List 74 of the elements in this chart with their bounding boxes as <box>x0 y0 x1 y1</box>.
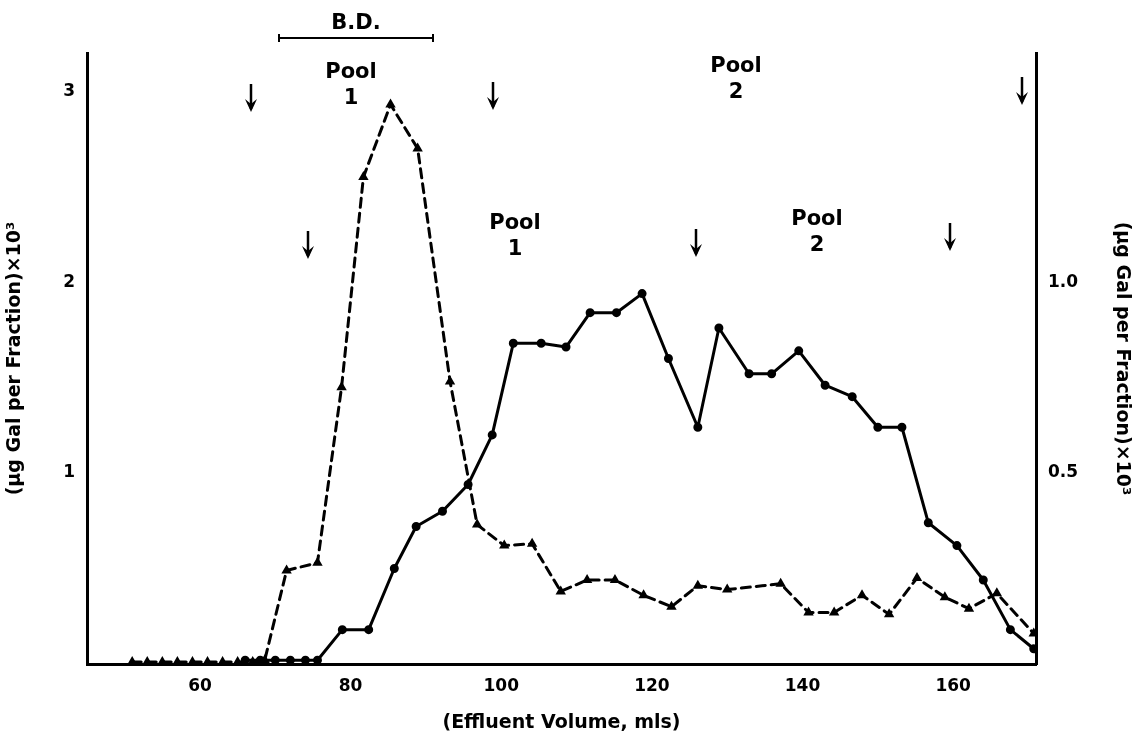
point <box>744 369 754 379</box>
annotation: Pool 2 <box>710 52 762 104</box>
x-tick-label: 120 <box>634 674 670 695</box>
point <box>912 573 922 582</box>
point <box>1005 625 1015 635</box>
point <box>313 558 322 566</box>
point <box>639 590 648 599</box>
point <box>940 592 949 601</box>
point <box>411 522 421 532</box>
point <box>203 657 212 664</box>
point <box>337 382 346 391</box>
y2-tick-label: 0.5 <box>1048 461 1079 482</box>
point <box>804 607 813 616</box>
annotation: Pool 2 <box>791 205 843 257</box>
point <box>312 655 322 664</box>
annotation: Pool 1 <box>489 209 541 261</box>
text: B.D. <box>331 9 381 35</box>
y-tick-label: 2 <box>63 270 75 291</box>
point <box>885 609 894 618</box>
point <box>359 172 368 181</box>
point <box>487 430 497 440</box>
point <box>611 308 621 318</box>
annotation: Pool 1 <box>325 58 377 110</box>
point <box>413 143 422 152</box>
point <box>767 369 777 379</box>
point <box>536 338 546 348</box>
point <box>610 575 620 583</box>
x-tick-label: 80 <box>338 674 363 695</box>
point <box>897 422 907 432</box>
point <box>693 422 703 432</box>
point <box>561 342 571 352</box>
y2-tick-label: 1.0 <box>1048 270 1079 291</box>
y-tick-label: 1 <box>63 461 75 482</box>
point <box>255 655 265 664</box>
point <box>188 657 197 664</box>
point <box>445 376 455 385</box>
point <box>270 655 280 664</box>
point <box>463 480 473 490</box>
point <box>300 655 310 664</box>
point <box>438 506 447 516</box>
point <box>585 308 595 318</box>
point <box>992 588 1001 597</box>
point <box>1029 628 1036 637</box>
point <box>337 625 347 635</box>
point <box>556 586 565 595</box>
point <box>857 590 867 599</box>
point <box>637 289 647 299</box>
x-tick-label: 100 <box>483 674 520 695</box>
point <box>282 565 291 574</box>
point <box>233 657 242 664</box>
point <box>583 575 592 583</box>
point <box>830 607 839 616</box>
point <box>794 346 804 356</box>
point <box>364 625 374 635</box>
point <box>923 518 933 528</box>
point <box>952 541 962 551</box>
point <box>508 338 518 348</box>
y2-axis-title: (μg Gal per Fraction)×10³ <box>1112 221 1135 496</box>
x-tick-label: 140 <box>784 674 821 695</box>
point <box>714 323 724 333</box>
point <box>978 575 988 585</box>
point <box>847 392 857 402</box>
y-axis-title: (μg Gal per Fraction)×10³ <box>2 221 25 496</box>
point <box>873 422 883 432</box>
point <box>389 564 399 574</box>
x-tick-label: 60 <box>188 674 212 695</box>
x-axis-title: (Effluent Volume, mls) <box>442 709 681 732</box>
point <box>218 657 227 664</box>
point <box>285 655 295 664</box>
x-tick-label: 160 <box>935 674 972 695</box>
point <box>820 380 830 390</box>
point <box>240 655 250 664</box>
y-tick-label: 3 <box>63 79 75 100</box>
point <box>663 354 673 363</box>
